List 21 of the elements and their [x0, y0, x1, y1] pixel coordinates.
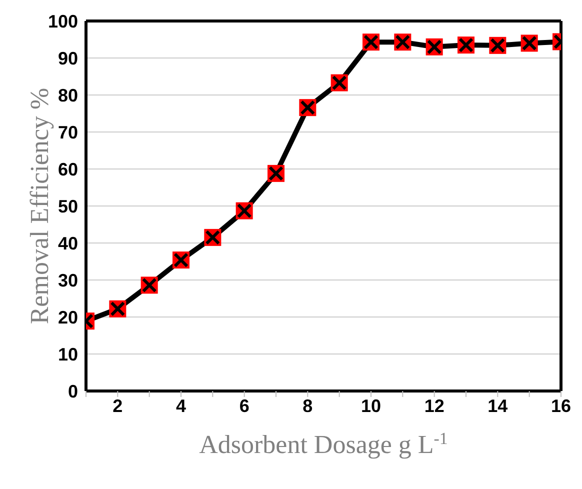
y-tick-label: 60	[58, 159, 78, 180]
x-tick-label: 16	[550, 396, 572, 416]
x-tick-label: 6	[239, 396, 250, 416]
y-tick-label: 90	[58, 48, 78, 68]
x-tick-label: 14	[488, 396, 508, 416]
y-tick-label: 30	[58, 270, 78, 290]
x-tick-label: 8	[302, 396, 313, 416]
y-tick-label: 20	[58, 307, 78, 328]
y-tick-label: 80	[58, 85, 78, 106]
x-tick-label: 2	[112, 396, 123, 416]
x-tick-label: 4	[176, 396, 186, 416]
x-tick-label: 10	[360, 396, 382, 416]
y-axis-title: Removal Efficiency %	[25, 88, 54, 324]
x-tick-label: 12	[424, 396, 444, 416]
y-tick-label: 40	[58, 233, 78, 254]
x-axis-title: Adsorbent Dosage g L$^{-1}$	[199, 428, 448, 459]
y-tick-label: 100	[48, 11, 78, 32]
y-tick-label: 70	[58, 122, 78, 142]
y-tick-label: 0	[68, 381, 78, 402]
y-tick-label: 10	[58, 344, 78, 364]
y-tick-label: 50	[58, 196, 78, 216]
